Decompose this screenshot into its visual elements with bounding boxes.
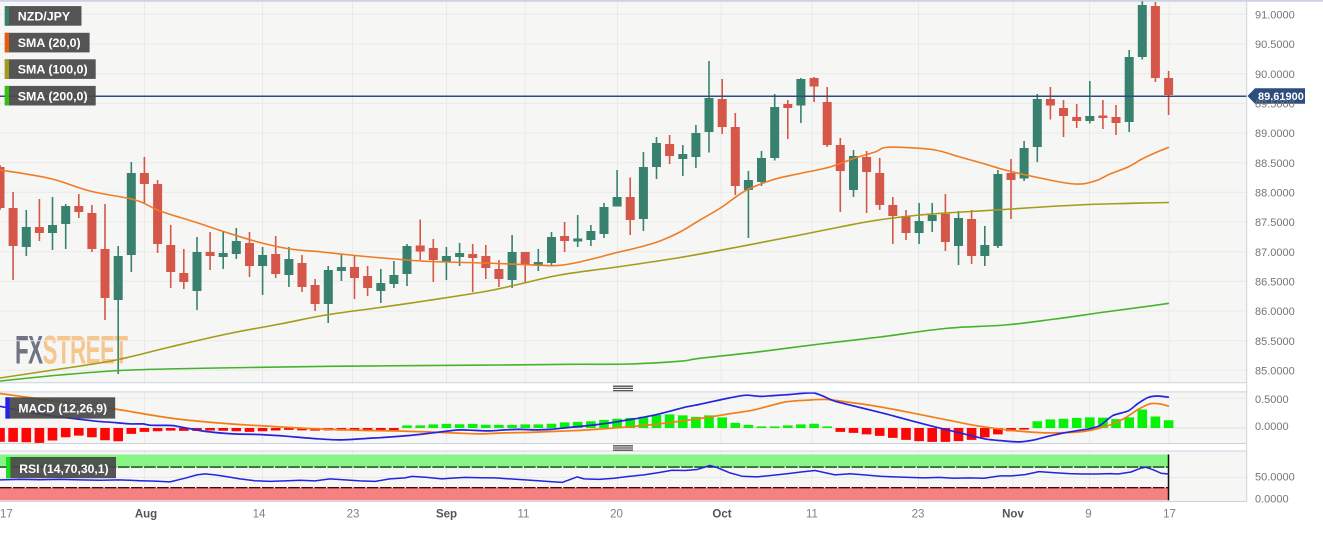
svg-text:89.0000: 89.0000 (1255, 128, 1295, 140)
svg-text:Sep: Sep (436, 509, 457, 521)
svg-text:Aug: Aug (135, 509, 157, 521)
svg-text:14: 14 (253, 509, 266, 521)
svg-text:87.5000: 87.5000 (1255, 217, 1295, 229)
svg-text:20: 20 (610, 509, 623, 521)
svg-text:17: 17 (0, 509, 13, 521)
svg-text:SMA (20,0): SMA (20,0) (18, 36, 81, 50)
svg-text:85.0000: 85.0000 (1255, 365, 1295, 377)
svg-text:90.0000: 90.0000 (1255, 69, 1295, 81)
svg-text:SMA (200,0): SMA (200,0) (18, 89, 88, 103)
svg-text:50.0000: 50.0000 (1255, 472, 1295, 484)
svg-text:11: 11 (806, 509, 818, 521)
svg-text:89.61900: 89.61900 (1258, 91, 1304, 103)
svg-text:0.0000: 0.0000 (1255, 421, 1289, 433)
svg-text:MACD (12,26,9): MACD (12,26,9) (18, 401, 107, 415)
svg-text:23: 23 (912, 509, 925, 521)
svg-text:23: 23 (347, 509, 360, 521)
svg-text:NZD/JPY: NZD/JPY (18, 10, 71, 24)
svg-text:86.0000: 86.0000 (1255, 306, 1295, 318)
svg-text:0.0000: 0.0000 (1255, 494, 1289, 506)
svg-text:88.5000: 88.5000 (1255, 158, 1295, 170)
svg-text:Nov: Nov (1002, 509, 1024, 521)
svg-text:87.0000: 87.0000 (1255, 247, 1295, 259)
svg-text:Oct: Oct (712, 509, 731, 521)
svg-text:17: 17 (1163, 509, 1176, 521)
svg-text:11: 11 (518, 509, 530, 521)
svg-text:86.5000: 86.5000 (1255, 276, 1295, 288)
svg-text:91.0000: 91.0000 (1255, 9, 1295, 21)
svg-text:9: 9 (1085, 509, 1091, 521)
svg-text:SMA (100,0): SMA (100,0) (18, 63, 88, 77)
svg-text:FXSTREET: FXSTREET (15, 328, 128, 372)
svg-text:89.5000: 89.5000 (1255, 98, 1295, 110)
svg-text:85.5000: 85.5000 (1255, 336, 1295, 348)
svg-text:90.5000: 90.5000 (1255, 39, 1295, 51)
svg-text:88.0000: 88.0000 (1255, 187, 1295, 199)
svg-text:RSI (14,70,30,1): RSI (14,70,30,1) (19, 462, 108, 476)
svg-text:0.5000: 0.5000 (1255, 394, 1289, 406)
